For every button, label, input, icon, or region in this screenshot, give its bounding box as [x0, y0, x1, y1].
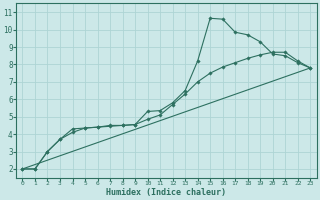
X-axis label: Humidex (Indice chaleur): Humidex (Indice chaleur) [106, 188, 226, 197]
